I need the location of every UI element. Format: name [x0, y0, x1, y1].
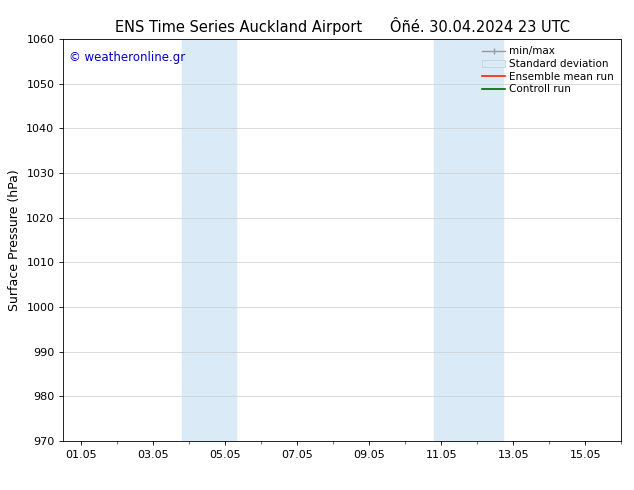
- Title: ENS Time Series Auckland Airport      Ôñé. 30.04.2024 23 UTC: ENS Time Series Auckland Airport Ôñé. 30…: [115, 17, 570, 35]
- Bar: [434, 39, 503, 441]
- Bar: [182, 39, 236, 441]
- Y-axis label: Surface Pressure (hPa): Surface Pressure (hPa): [8, 169, 21, 311]
- Text: © weatheronline.gr: © weatheronline.gr: [69, 51, 185, 64]
- Legend: min/max, Standard deviation, Ensemble mean run, Controll run: min/max, Standard deviation, Ensemble me…: [480, 45, 616, 97]
